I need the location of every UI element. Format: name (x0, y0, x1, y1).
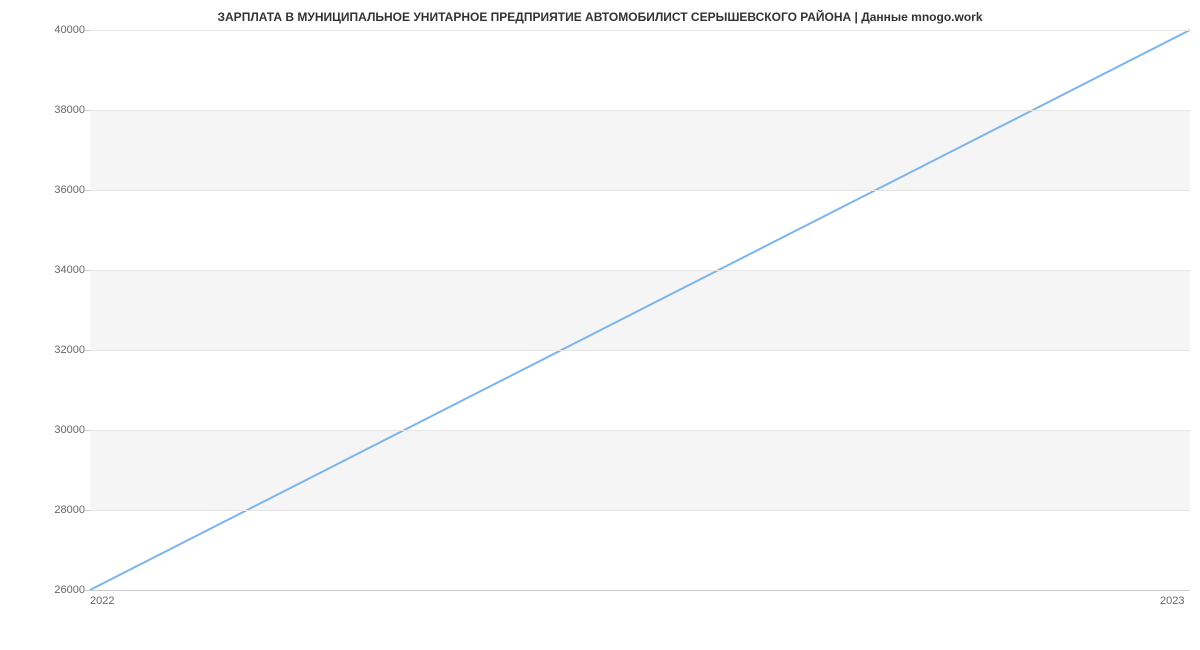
y-tick-label: 32000 (5, 344, 85, 356)
y-tick-label: 34000 (5, 264, 85, 276)
y-tick (85, 430, 90, 431)
y-tick (85, 270, 90, 271)
y-gridline (90, 510, 1190, 511)
y-gridline (90, 190, 1190, 191)
chart-title: ЗАРПЛАТА В МУНИЦИПАЛЬНОЕ УНИТАРНОЕ ПРЕДП… (0, 10, 1200, 24)
y-tick (85, 350, 90, 351)
y-tick-label: 38000 (5, 104, 85, 116)
y-tick (85, 110, 90, 111)
y-tick (85, 190, 90, 191)
y-tick (85, 30, 90, 31)
y-gridline (90, 430, 1190, 431)
y-gridline (90, 350, 1190, 351)
y-tick-label: 36000 (5, 184, 85, 196)
x-tick-label: 2022 (90, 595, 114, 607)
y-tick-label: 30000 (5, 424, 85, 436)
y-tick-label: 40000 (5, 24, 85, 36)
y-gridline (90, 110, 1190, 111)
y-tick (85, 510, 90, 511)
line-series (90, 30, 1190, 590)
y-tick-label: 26000 (5, 584, 85, 596)
y-gridline (90, 30, 1190, 31)
y-gridline (90, 270, 1190, 271)
y-tick-label: 28000 (5, 504, 85, 516)
x-tick-label: 2023 (1160, 595, 1184, 607)
plot-area (90, 30, 1190, 590)
x-axis-line (90, 590, 1190, 591)
